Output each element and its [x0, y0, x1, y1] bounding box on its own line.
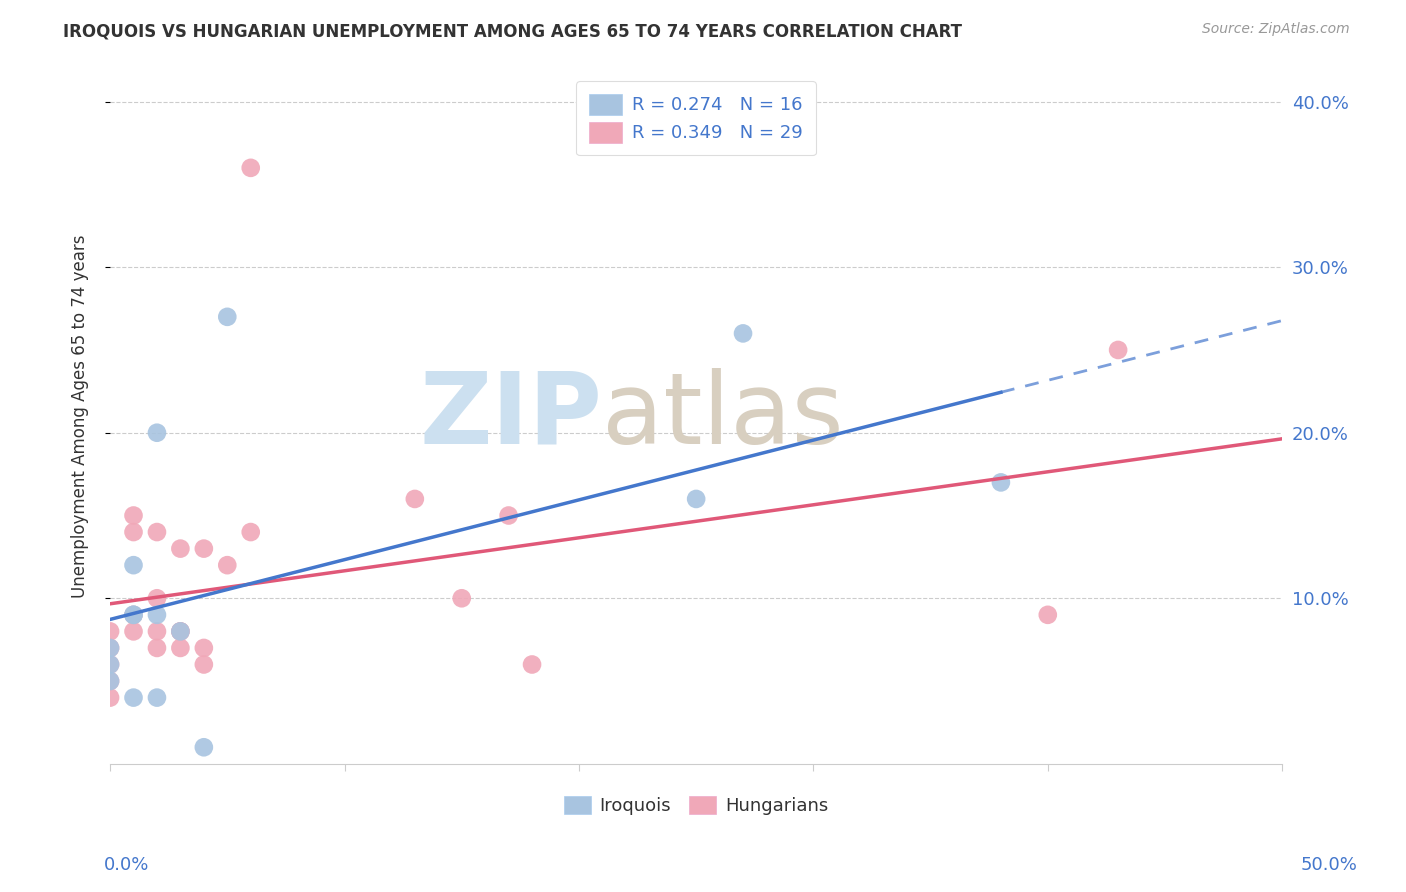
Point — [122, 607, 145, 622]
Point — [146, 640, 169, 655]
Point — [193, 541, 215, 556]
Point — [98, 657, 121, 672]
Point — [193, 657, 215, 672]
Point — [685, 491, 707, 506]
Text: ZIP: ZIP — [419, 368, 602, 465]
Text: atlas: atlas — [602, 368, 844, 465]
Point — [450, 591, 472, 606]
Point — [98, 640, 121, 655]
Point — [404, 491, 426, 506]
Legend: Iroquois, Hungarians: Iroquois, Hungarians — [554, 787, 838, 824]
Point — [169, 624, 191, 639]
Point — [193, 640, 215, 655]
Point — [146, 690, 169, 705]
Point — [217, 558, 239, 573]
Point — [239, 161, 262, 175]
Point — [122, 607, 145, 622]
Point — [1107, 343, 1129, 357]
Point — [122, 524, 145, 539]
Point — [98, 624, 121, 639]
Y-axis label: Unemployment Among Ages 65 to 74 years: Unemployment Among Ages 65 to 74 years — [72, 235, 89, 598]
Point — [217, 310, 239, 324]
Point — [122, 558, 145, 573]
Point — [146, 624, 169, 639]
Point — [146, 425, 169, 440]
Text: 50.0%: 50.0% — [1301, 856, 1357, 874]
Point — [122, 607, 145, 622]
Point — [98, 640, 121, 655]
Text: 0.0%: 0.0% — [104, 856, 149, 874]
Text: Source: ZipAtlas.com: Source: ZipAtlas.com — [1202, 22, 1350, 37]
Point — [169, 640, 191, 655]
Point — [731, 326, 754, 341]
Point — [1036, 607, 1059, 622]
Point — [169, 624, 191, 639]
Point — [122, 624, 145, 639]
Text: IROQUOIS VS HUNGARIAN UNEMPLOYMENT AMONG AGES 65 TO 74 YEARS CORRELATION CHART: IROQUOIS VS HUNGARIAN UNEMPLOYMENT AMONG… — [63, 22, 962, 40]
Point — [146, 591, 169, 606]
Point — [169, 541, 191, 556]
Point — [498, 508, 520, 523]
Point — [98, 690, 121, 705]
Point — [169, 624, 191, 639]
Point — [990, 475, 1012, 490]
Point — [98, 674, 121, 689]
Point — [98, 657, 121, 672]
Point — [122, 508, 145, 523]
Point — [146, 607, 169, 622]
Point — [146, 524, 169, 539]
Point — [122, 690, 145, 705]
Point — [98, 674, 121, 689]
Point — [520, 657, 543, 672]
Point — [193, 740, 215, 755]
Point — [239, 524, 262, 539]
